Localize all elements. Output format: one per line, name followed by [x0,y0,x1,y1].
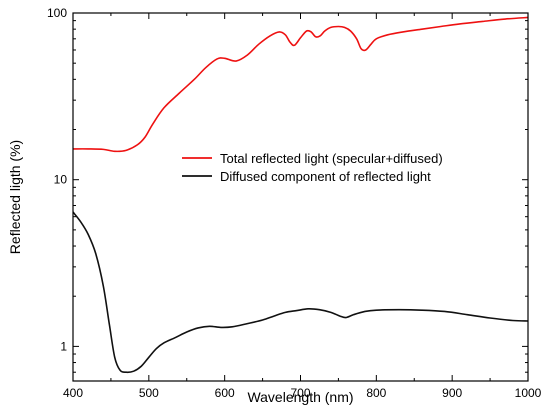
x-axis-label: Wavelength (nm) [247,389,353,405]
x-tick-label: 600 [215,386,235,400]
diffused-component-line [72,211,529,374]
y-tick-label: 100 [47,6,67,20]
x-tick-label: 700 [290,386,310,400]
legend-label: Total reflected light (specular+diffused… [220,151,443,166]
plot-lines [72,16,529,374]
axis-ticks [72,12,529,381]
total-reflected-light-line [72,16,529,153]
y-tick-labels: 1 10 100 [47,6,67,353]
legend: Total reflected light (specular+diffused… [182,151,443,184]
x-tick-label: 1000 [515,386,542,400]
y-tick-label: 1 [60,339,67,353]
x-tick-label: 500 [139,386,159,400]
x-tick-label: 400 [63,386,83,400]
x-tick-label: 800 [366,386,386,400]
x-tick-labels: 400 500 600 700 800 900 1000 [63,386,542,400]
x-tick-label: 900 [442,386,462,400]
legend-label: Diffused component of reflected light [220,169,431,184]
y-tick-label: 10 [54,173,68,187]
y-axis-label: Reflected ligth (%) [7,140,23,254]
